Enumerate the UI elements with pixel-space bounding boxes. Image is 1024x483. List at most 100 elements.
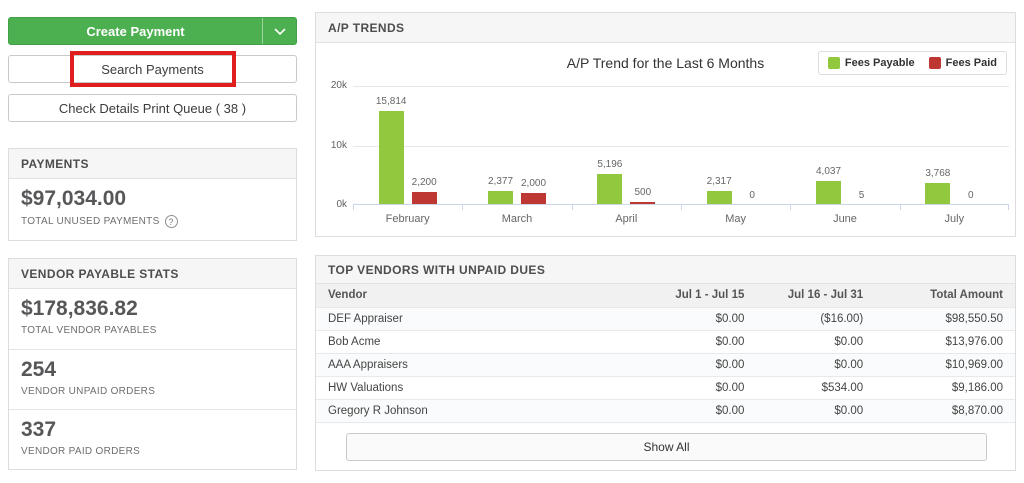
x-axis-tick <box>1008 205 1009 210</box>
table-cell-amount: $10,969.00 <box>875 353 1015 377</box>
table-cell-amount: $0.00 <box>756 353 876 377</box>
legend-item[interactable]: Fees Paid <box>928 57 997 69</box>
total-vendor-payables-label: TOTAL VENDOR PAYABLES <box>21 325 157 336</box>
chart-legend: Fees Payable Fees Paid <box>817 51 1007 75</box>
ap-trends-panel-title: A/P TRENDS <box>316 13 1015 43</box>
create-payment-dropdown[interactable] <box>262 18 296 44</box>
total-vendor-payables-value: $178,836.82 <box>21 297 138 320</box>
bar-fees-payable <box>378 110 404 205</box>
total-unused-payments-value: $97,034.00 <box>21 187 127 210</box>
bar-fees-payable <box>597 174 623 205</box>
x-axis-tick <box>681 205 682 210</box>
table-cell-amount: $0.00 <box>756 399 876 423</box>
x-axis-label: March <box>501 213 533 225</box>
chart-body: A/P Trend for the Last 6 Months Fees Pay… <box>316 43 1015 237</box>
table-cell-vendor: Gregory R Johnson <box>316 399 638 423</box>
gridline <box>353 86 1009 87</box>
legend-item[interactable]: Fees Payable <box>827 57 915 69</box>
legend-label: Fees Paid <box>945 57 997 69</box>
table-cell-amount: $0.00 <box>637 307 757 331</box>
table-cell-amount: $534.00 <box>756 376 876 400</box>
vendors-table-body: DEF Appraiser $0.00 ($16.00) $98,550.50 Bob … <box>316 307 1015 423</box>
bar-value-label: 2,000 <box>520 178 547 190</box>
column-header: Jul 1 - Jul 15 <box>637 284 757 308</box>
search-payments-button[interactable]: Search Payments <box>8 55 297 83</box>
vendors-table-head-row: Vendor Jul 1 - Jul 15 Jul 16 - Jul 31 Total… <box>316 284 1015 308</box>
x-axis-label: June <box>833 213 857 225</box>
x-axis-tick <box>790 205 791 210</box>
x-axis-line <box>353 204 1009 205</box>
vendors-table: Vendor Jul 1 - Jul 15 Jul 16 - Jul 31 Total… <box>316 284 1015 423</box>
fees-paid-swatch-icon <box>928 57 941 69</box>
table-row: Gregory R Johnson $0.00 $0.00 $8,870.00 <box>316 399 1015 423</box>
bar-value-label: 5,196 <box>597 159 623 171</box>
table-cell-vendor: DEF Appraiser <box>316 307 638 331</box>
table-cell-amount: $0.00 <box>637 399 757 423</box>
bar-value-label: 15,814 <box>375 95 407 107</box>
vendor-stats-panel-title: VENDOR PAYABLE STATS <box>9 259 296 289</box>
x-axis-label: July <box>944 213 965 225</box>
bar-fees-paid <box>521 193 546 205</box>
table-cell-amount: $0.00 <box>637 353 757 377</box>
table-row: AAA Appraisers $0.00 $0.00 $10,969.00 <box>316 353 1015 377</box>
chart-plot: February 15,814 2,200 March 2,377 2,000 April 5… <box>353 86 1009 225</box>
payments-panel: PAYMENTS $97,034.00 TOTAL UNUSED PAYMENT… <box>8 148 297 241</box>
fees-payable-swatch-icon <box>827 57 840 69</box>
table-row: HW Valuations $0.00 $534.00 $9,186.00 <box>316 376 1015 400</box>
x-axis-label: April <box>615 213 638 225</box>
gridline <box>353 145 1009 147</box>
check-details-print-queue-button[interactable]: Check Details Print Queue ( 38 ) <box>8 94 297 122</box>
bar-value-label: 0 <box>968 190 974 201</box>
column-header: Total Amount <box>875 284 1015 308</box>
x-axis-tick <box>572 205 573 210</box>
bar-fees-paid <box>411 191 437 205</box>
vendor-paid-orders-label: VENDOR PAID ORDERS <box>21 446 141 457</box>
x-axis-label: May <box>725 213 747 225</box>
table-cell-vendor: HW Valuations <box>316 376 638 400</box>
create-payment-button[interactable]: Create Payment <box>8 17 297 45</box>
table-cell-vendor: Bob Acme <box>316 330 638 354</box>
bar-fees-paid <box>630 202 656 205</box>
table-cell-amount: $0.00 <box>756 330 876 354</box>
bar-value-label: 2,377 <box>487 175 514 187</box>
show-all-button[interactable]: Show All <box>346 432 987 461</box>
table-cell-amount: $0.00 <box>637 376 757 400</box>
vendor-unpaid-orders-value: 254 <box>21 358 57 381</box>
x-axis-tick <box>353 205 354 210</box>
table-row: Bob Acme $0.00 $0.00 $13,976.00 <box>316 330 1015 354</box>
bar-fees-payable <box>816 181 841 205</box>
bar-value-label: 4,037 <box>815 166 842 177</box>
x-axis-label: February <box>385 213 430 225</box>
bar-value-label: 3,768 <box>925 167 951 179</box>
y-axis-label: 10k <box>330 139 347 151</box>
bar-value-label: 0 <box>749 190 755 201</box>
x-axis-tick <box>462 205 463 210</box>
help-icon[interactable]: ? <box>164 215 178 228</box>
legend-label: Fees Payable <box>844 57 915 69</box>
vendor-paid-orders-value: 337 <box>21 418 57 441</box>
table-cell-vendor: AAA Appraisers <box>316 353 638 377</box>
top-vendors-panel: TOP VENDORS WITH UNPAID DUES Vendor Jul 1… <box>315 255 1016 471</box>
bar-value-label: 500 <box>634 187 652 198</box>
search-payments-label: Search Payments <box>101 61 204 77</box>
create-payment-label: Create Payment <box>86 23 185 39</box>
check-queue-label: Check Details Print Queue ( 38 ) <box>58 100 247 116</box>
table-cell-amount: $8,870.00 <box>875 399 1015 423</box>
bar-value-label: 2,317 <box>706 176 732 188</box>
vendor-payable-stats-panel: VENDOR PAYABLE STATS $178,836.82 TOTAL V… <box>8 258 297 470</box>
y-axis-label: 20k <box>330 80 347 91</box>
table-cell-amount: $0.00 <box>637 330 757 354</box>
vendor-unpaid-orders-label: VENDOR UNPAID ORDERS <box>21 386 156 397</box>
table-cell-amount: ($16.00) <box>756 307 876 331</box>
bar-value-label: 5 <box>858 190 865 201</box>
x-axis-tick <box>900 205 901 210</box>
top-vendors-panel-title: TOP VENDORS WITH UNPAID DUES <box>316 256 1015 284</box>
chevron-down-icon <box>273 27 286 35</box>
table-row: DEF Appraiser $0.00 ($16.00) $98,550.50 <box>316 307 1015 331</box>
chart-title: A/P Trend for the Last 6 Months <box>566 55 765 71</box>
ap-trends-panel: A/P TRENDS A/P Trend for the Last 6 Mont… <box>315 12 1016 237</box>
table-cell-amount: $98,550.50 <box>875 307 1015 331</box>
column-header: Jul 16 - Jul 31 <box>756 284 876 308</box>
bar-fees-payable <box>488 190 513 205</box>
